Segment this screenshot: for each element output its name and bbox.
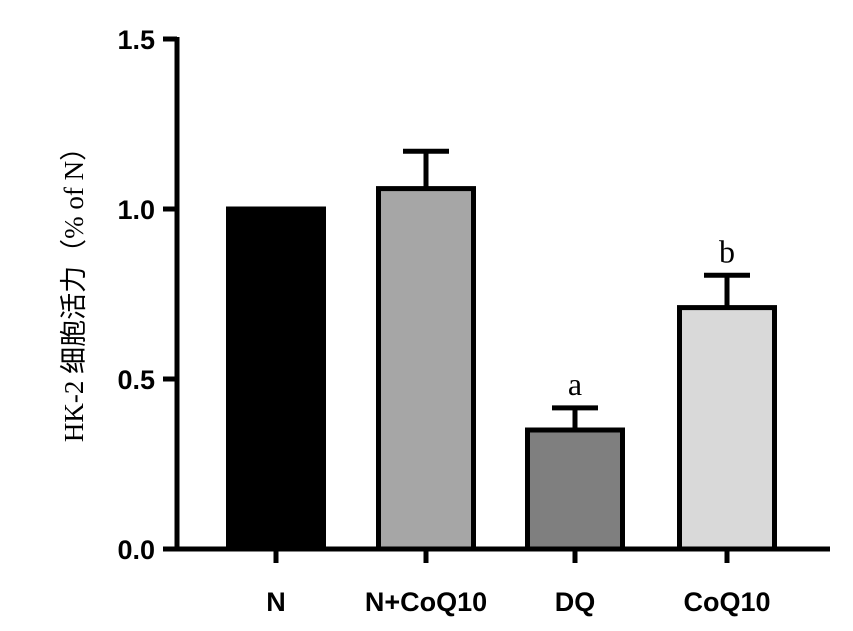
x-tick-label: CoQ10 bbox=[683, 587, 770, 617]
x-tick-label: DQ bbox=[555, 587, 596, 617]
y-axis-ticks: 0.0 0.5 1.0 1.5 bbox=[117, 25, 177, 565]
y-axis-label: HK-2 细胞活力（% of N） bbox=[59, 134, 89, 442]
significance-letter: b bbox=[719, 233, 735, 269]
bar-dq bbox=[525, 427, 625, 552]
bar-n-coq10 bbox=[376, 186, 476, 552]
significance-annotations: ab bbox=[568, 233, 735, 402]
error-bars bbox=[403, 148, 750, 430]
significance-letter: a bbox=[568, 366, 582, 402]
y-tick-label: 0.5 bbox=[117, 365, 155, 395]
y-tick-label: 1.0 bbox=[117, 195, 155, 225]
y-tick-label: 0.0 bbox=[117, 535, 155, 565]
bar-coq10 bbox=[677, 305, 777, 552]
bar-n bbox=[226, 206, 326, 552]
x-tick-label: N+CoQ10 bbox=[365, 587, 487, 617]
x-tick-label: N bbox=[266, 587, 286, 617]
x-axis-labels: N N+CoQ10 DQ CoQ10 bbox=[266, 549, 771, 617]
bars bbox=[226, 186, 777, 552]
y-tick-label: 1.5 bbox=[117, 25, 155, 55]
